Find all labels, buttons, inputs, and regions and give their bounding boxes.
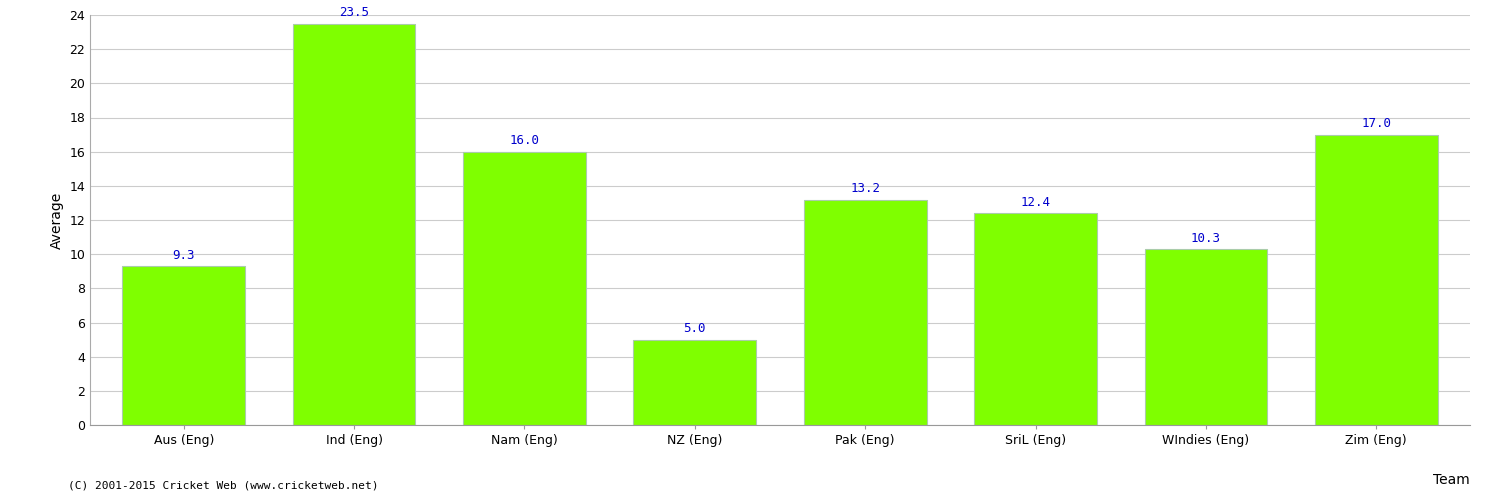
Bar xyxy=(633,340,756,425)
Text: Team: Team xyxy=(1434,473,1470,487)
Text: 12.4: 12.4 xyxy=(1020,196,1050,209)
Text: 9.3: 9.3 xyxy=(172,249,195,262)
Y-axis label: Average: Average xyxy=(50,192,63,248)
Text: 13.2: 13.2 xyxy=(850,182,880,195)
Bar xyxy=(1316,134,1437,425)
Text: 23.5: 23.5 xyxy=(339,6,369,20)
Bar xyxy=(123,266,244,425)
Text: (C) 2001-2015 Cricket Web (www.cricketweb.net): (C) 2001-2015 Cricket Web (www.cricketwe… xyxy=(68,480,378,490)
Text: 16.0: 16.0 xyxy=(510,134,540,147)
Text: 5.0: 5.0 xyxy=(684,322,706,336)
Text: 10.3: 10.3 xyxy=(1191,232,1221,245)
Bar xyxy=(804,200,927,425)
Text: 17.0: 17.0 xyxy=(1362,118,1392,130)
Bar xyxy=(1144,249,1268,425)
Bar xyxy=(974,213,1096,425)
Bar xyxy=(292,24,416,425)
Bar xyxy=(464,152,586,425)
